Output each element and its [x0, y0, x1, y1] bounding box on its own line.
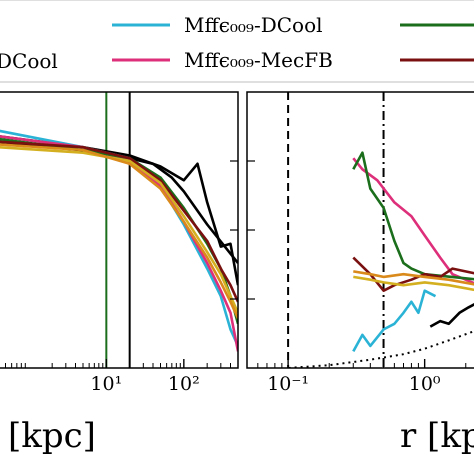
- left-series-line-5: [0, 140, 238, 303]
- right-series-line-3: [353, 275, 474, 292]
- left-x-axis-label: [kpc]: [8, 416, 96, 456]
- right-plot-area: [280, 92, 474, 368]
- right-x-tick-label-1: 10⁰: [409, 373, 441, 395]
- left-series-line-6: [0, 146, 238, 314]
- left-series-line-1: [0, 135, 238, 286]
- right-axes-frame: [246, 91, 474, 369]
- right-x-tick-label-0: 10⁻¹: [267, 373, 309, 395]
- left-series-line-7: [0, 143, 238, 319]
- right-series-line-1: [352, 151, 474, 281]
- left-panel: 10¹ 10² [kpc]: [0, 91, 239, 456]
- legend: DCool Mffϵ₀₀₉-DCool Mffϵ₀₀₉-MecFB: [0, 0, 474, 83]
- right-series-line-6: [429, 302, 474, 328]
- legend-label-mff-mecfb: Mffϵ₀₀₉-MecFB: [184, 48, 333, 72]
- left-series-line-4: [0, 137, 238, 325]
- right-x-axis-label: r [kpc]: [400, 416, 474, 456]
- left-ticks: 10¹ 10²: [5, 160, 239, 395]
- left-x-tick-label-1: 10²: [168, 373, 200, 395]
- legend-label-dcool: DCool: [0, 49, 58, 73]
- right-series-line-4: [353, 270, 474, 286]
- left-plot-area: [0, 92, 238, 368]
- left-x-tick-label-0: 10¹: [90, 373, 122, 395]
- legend-label-mff-dcool: Mffϵ₀₀₉-DCool: [184, 13, 323, 37]
- right-series-line-0: [352, 157, 474, 285]
- right-ticks: 10⁻¹ 10⁰: [246, 160, 467, 395]
- right-series-line-5: [352, 289, 437, 353]
- left-axes-frame: [0, 91, 239, 369]
- right-panel: 10⁻¹ 10⁰ r [kpc]: [246, 91, 474, 456]
